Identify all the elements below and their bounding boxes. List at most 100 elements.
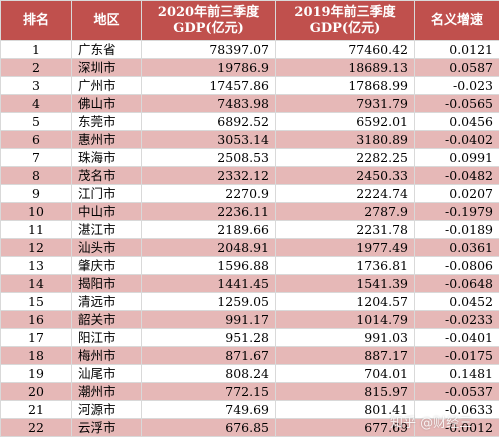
cell-growth: -0.0233: [414, 310, 499, 329]
cell-gdp-2020: 2332.12: [141, 166, 276, 185]
cell-rank: 8: [0, 166, 72, 185]
table-row: 21 河源市 749.69 801.41 -0.0633: [0, 400, 499, 419]
cell-gdp-2019: 1977.49: [275, 238, 415, 257]
header-gdp-2019: 2019年前三季度 GDP(亿元): [275, 0, 415, 41]
cell-region: 珠海市: [71, 148, 142, 167]
cell-gdp-2019: 2787.9: [275, 202, 415, 221]
cell-rank: 10: [0, 202, 72, 221]
cell-gdp-2020: 1596.88: [141, 256, 276, 275]
table-row: 15 清远市 1259.05 1204.57 0.0452: [0, 292, 499, 311]
cell-region: 梅州市: [71, 346, 142, 365]
watermark: 知乎 @财经三: [390, 416, 473, 431]
cell-gdp-2020: 991.17: [141, 310, 276, 329]
cell-gdp-2019: 1736.81: [275, 256, 415, 275]
table-row: 10 中山市 2236.11 2787.9 -0.1979: [0, 202, 499, 221]
table-row: 18 梅州市 871.67 887.17 -0.0175: [0, 346, 499, 365]
cell-gdp-2020: 7483.98: [141, 94, 276, 113]
cell-region: 广东省: [71, 40, 142, 59]
cell-gdp-2020: 808.24: [141, 364, 276, 383]
table-row: 1 广东省 78397.07 77460.42 0.0121: [0, 40, 499, 59]
cell-gdp-2019: 18689.13: [275, 58, 415, 77]
header-gdp-2020-line2: GDP(亿元): [173, 20, 244, 36]
cell-gdp-2020: 871.67: [141, 346, 276, 365]
cell-gdp-2020: 19786.9: [141, 58, 276, 77]
table-row: 11 湛江市 2189.66 2231.78 -0.0189: [0, 220, 499, 239]
cell-rank: 20: [0, 382, 72, 401]
cell-gdp-2020: 2189.66: [141, 220, 276, 239]
table-body: 1 广东省 78397.07 77460.42 0.0121 2 深圳市 19786.9 186…: [0, 40, 499, 437]
cell-rank: 1: [0, 40, 72, 59]
cell-rank: 7: [0, 148, 72, 167]
cell-growth: 0.0207: [414, 184, 499, 203]
cell-gdp-2019: 991.03: [275, 328, 415, 347]
cell-growth: 0.0456: [414, 112, 499, 131]
cell-gdp-2019: 815.97: [275, 382, 415, 401]
cell-rank: 12: [0, 238, 72, 257]
table-row: 2 深圳市 19786.9 18689.13 0.0587: [0, 58, 499, 77]
cell-growth: -0.0648: [414, 274, 499, 293]
cell-region: 阳江市: [71, 328, 142, 347]
table-row: 4 佛山市 7483.98 7931.79 -0.0565: [0, 94, 499, 113]
cell-growth: 0.0587: [414, 58, 499, 77]
cell-region: 东莞市: [71, 112, 142, 131]
cell-rank: 22: [0, 418, 72, 437]
cell-rank: 17: [0, 328, 72, 347]
cell-gdp-2019: 704.01: [275, 364, 415, 383]
table-row: 22 云浮市 676.85 677.69 -0.0012: [0, 418, 499, 437]
cell-gdp-2019: 2450.33: [275, 166, 415, 185]
cell-growth: -0.0402: [414, 130, 499, 149]
table-row: 17 阳江市 951.28 991.03 -0.0401: [0, 328, 499, 347]
cell-region: 清远市: [71, 292, 142, 311]
cell-rank: 9: [0, 184, 72, 203]
cell-region: 云浮市: [71, 418, 142, 437]
header-region: 地区: [71, 0, 142, 41]
cell-gdp-2019: 2224.74: [275, 184, 415, 203]
cell-region: 汕头市: [71, 238, 142, 257]
cell-gdp-2020: 1259.05: [141, 292, 276, 311]
table-row: 16 韶关市 991.17 1014.79 -0.0233: [0, 310, 499, 329]
cell-region: 江门市: [71, 184, 142, 203]
cell-gdp-2019: 1204.57: [275, 292, 415, 311]
cell-gdp-2020: 951.28: [141, 328, 276, 347]
cell-rank: 5: [0, 112, 72, 131]
header-gdp-2019-line2: GDP(亿元): [309, 20, 381, 36]
table-row: 7 珠海市 2508.53 2282.25 0.0991: [0, 148, 499, 167]
cell-region: 揭阳市: [71, 274, 142, 293]
cell-gdp-2019: 17868.99: [275, 76, 415, 95]
table-row: 20 潮州市 772.15 815.97 -0.0537: [0, 382, 499, 401]
cell-gdp-2019: 6592.01: [275, 112, 415, 131]
cell-gdp-2019: 7931.79: [275, 94, 415, 113]
table-row: 8 茂名市 2332.12 2450.33 -0.0482: [0, 166, 499, 185]
cell-gdp-2019: 887.17: [275, 346, 415, 365]
cell-region: 河源市: [71, 400, 142, 419]
cell-region: 肇庆市: [71, 256, 142, 275]
cell-region: 广州市: [71, 76, 142, 95]
cell-gdp-2019: 1541.39: [275, 274, 415, 293]
header-gdp-2020: 2020年前三季度 GDP(亿元): [141, 0, 276, 41]
cell-region: 潮州市: [71, 382, 142, 401]
cell-gdp-2019: 77460.42: [275, 40, 415, 59]
cell-gdp-2019: 677.69: [275, 418, 415, 437]
table-row: 3 广州市 17457.86 17868.99 -0.023: [0, 76, 499, 95]
cell-rank: 4: [0, 94, 72, 113]
cell-growth: -0.0537: [414, 382, 499, 401]
cell-rank: 18: [0, 346, 72, 365]
cell-growth: -0.1979: [414, 202, 499, 221]
cell-rank: 14: [0, 274, 72, 293]
cell-growth: -0.023: [414, 76, 499, 95]
cell-growth: -0.0806: [414, 256, 499, 275]
cell-region: 茂名市: [71, 166, 142, 185]
cell-rank: 3: [0, 76, 72, 95]
table-row: 13 肇庆市 1596.88 1736.81 -0.0806: [0, 256, 499, 275]
cell-region: 韶关市: [71, 310, 142, 329]
cell-rank: 15: [0, 292, 72, 311]
cell-region: 深圳市: [71, 58, 142, 77]
cell-gdp-2020: 676.85: [141, 418, 276, 437]
table-row: 12 汕头市 2048.91 1977.49 0.0361: [0, 238, 499, 257]
cell-growth: 0.0121: [414, 40, 499, 59]
cell-rank: 19: [0, 364, 72, 383]
cell-rank: 13: [0, 256, 72, 275]
cell-growth: 0.1481: [414, 364, 499, 383]
cell-rank: 21: [0, 400, 72, 419]
cell-gdp-2019: 1014.79: [275, 310, 415, 329]
